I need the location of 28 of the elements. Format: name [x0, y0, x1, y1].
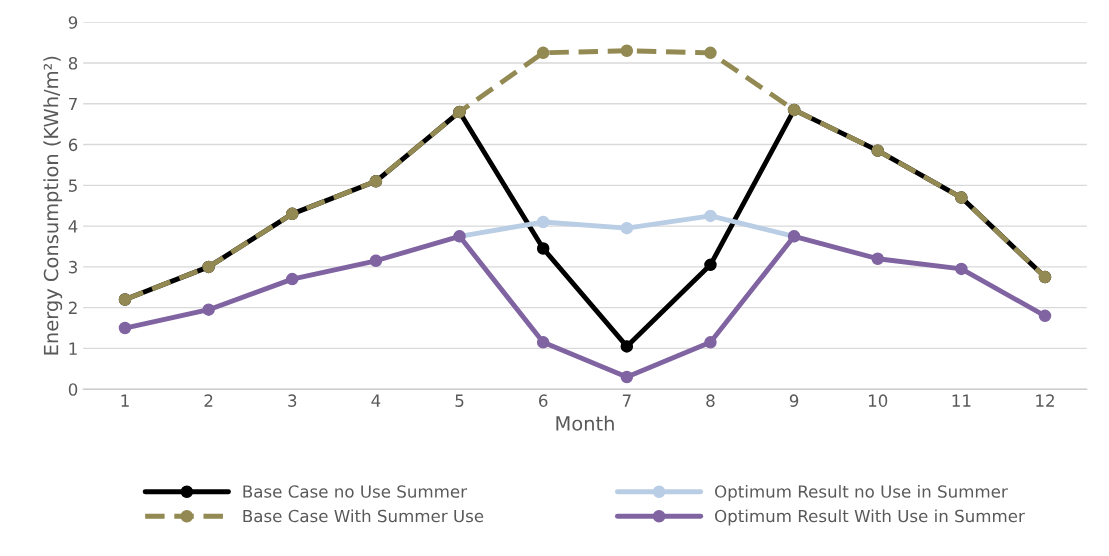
- x-tick-label: 6: [539, 394, 548, 407]
- x-tick-label: 11: [952, 394, 971, 407]
- x-tick-label: 8: [706, 394, 715, 407]
- y-tick-label: 3: [68, 260, 77, 274]
- x-tick-label: 4: [371, 394, 381, 407]
- y-tick-label: 0: [68, 383, 78, 396]
- legend-label: Optimum Result With Use in Summer: [715, 509, 1025, 526]
- x-tick-label: 12: [1036, 394, 1054, 407]
- y-tick-label: 7: [69, 97, 77, 111]
- x-axis-title: Month: [556, 415, 614, 431]
- x-tick-label: 7: [622, 394, 631, 407]
- y-tick-label: 2: [68, 301, 77, 314]
- y-tick-label: 6: [68, 138, 78, 152]
- y-tick-label: 1: [69, 342, 77, 355]
- x-tick-label: 1: [121, 394, 129, 407]
- y-tick-label: 8: [68, 56, 78, 70]
- legend-label: Optimum Result no Use in Summer: [715, 484, 1008, 502]
- x-tick-label: 9: [789, 394, 799, 407]
- x-tick-label: 3: [288, 394, 297, 407]
- y-tick-label: 9: [68, 16, 78, 29]
- x-tick-label: 2: [204, 394, 213, 407]
- y-tick-label: 5: [69, 179, 77, 192]
- legend-label: Base Case no Use Summer: [243, 485, 468, 498]
- x-tick-label: 10: [868, 394, 888, 407]
- y-axis-title: Energy Consumption (KWh/m²): [43, 56, 63, 355]
- legend-label: Base Case With Summer Use: [243, 509, 484, 523]
- x-tick-label: 5: [455, 394, 464, 407]
- y-tick-label: 4: [68, 220, 78, 233]
